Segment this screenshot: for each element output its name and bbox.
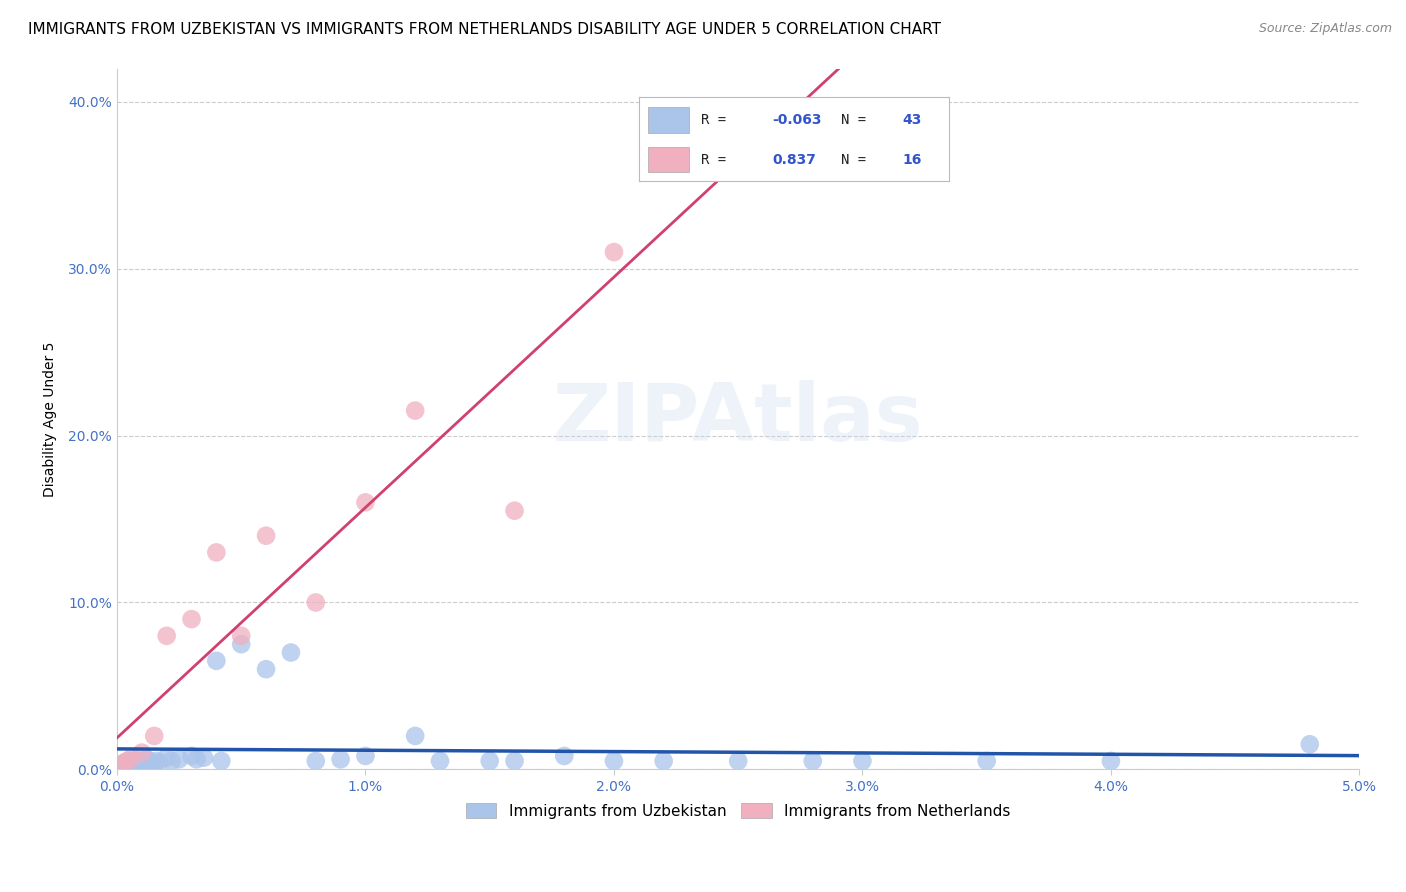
- Point: [121, 756, 143, 770]
- Point: [727, 754, 749, 768]
- Point: [478, 754, 501, 768]
- Point: [231, 637, 253, 651]
- Point: [115, 757, 138, 772]
- Point: [180, 748, 202, 763]
- Point: [976, 754, 998, 768]
- Point: [128, 756, 150, 770]
- Text: IMMIGRANTS FROM UZBEKISTAN VS IMMIGRANTS FROM NETHERLANDS DISABILITY AGE UNDER 5: IMMIGRANTS FROM UZBEKISTAN VS IMMIGRANTS…: [28, 22, 941, 37]
- Point: [143, 729, 166, 743]
- Point: [254, 662, 277, 676]
- Point: [143, 757, 166, 772]
- Point: [851, 754, 873, 768]
- Point: [254, 529, 277, 543]
- Point: [652, 754, 675, 768]
- Point: [603, 754, 626, 768]
- Point: [180, 612, 202, 626]
- Point: [553, 748, 575, 763]
- Point: [156, 750, 179, 764]
- Point: [503, 754, 526, 768]
- Point: [503, 504, 526, 518]
- Point: [404, 403, 426, 417]
- Point: [205, 654, 228, 668]
- Point: [135, 752, 157, 766]
- Point: [280, 646, 302, 660]
- Point: [112, 756, 135, 770]
- Point: [1299, 737, 1322, 751]
- Point: [193, 750, 215, 764]
- Point: [131, 746, 153, 760]
- Point: [138, 754, 160, 768]
- Point: [115, 754, 138, 768]
- Point: [603, 245, 626, 260]
- Point: [125, 757, 148, 772]
- Point: [134, 756, 156, 770]
- Point: [121, 750, 143, 764]
- Point: [354, 495, 377, 509]
- Point: [354, 748, 377, 763]
- Point: [124, 754, 146, 768]
- Point: [329, 752, 352, 766]
- Point: [131, 754, 153, 768]
- Legend: Immigrants from Uzbekistan, Immigrants from Netherlands: Immigrants from Uzbekistan, Immigrants f…: [460, 797, 1017, 825]
- Point: [186, 752, 208, 766]
- Point: [404, 729, 426, 743]
- Point: [111, 757, 134, 772]
- Y-axis label: Disability Age Under 5: Disability Age Under 5: [44, 342, 58, 497]
- Point: [118, 754, 141, 768]
- Point: [111, 757, 134, 772]
- Point: [141, 756, 163, 770]
- Point: [160, 754, 183, 768]
- Point: [305, 754, 328, 768]
- Point: [148, 756, 170, 770]
- Point: [429, 754, 451, 768]
- Point: [167, 752, 190, 766]
- Point: [205, 545, 228, 559]
- Point: [727, 128, 749, 143]
- Point: [156, 629, 179, 643]
- Point: [1099, 754, 1122, 768]
- Point: [231, 629, 253, 643]
- Point: [305, 595, 328, 609]
- Point: [801, 754, 824, 768]
- Text: ZIPAtlas: ZIPAtlas: [553, 380, 924, 458]
- Text: Source: ZipAtlas.com: Source: ZipAtlas.com: [1258, 22, 1392, 36]
- Point: [145, 754, 167, 768]
- Point: [209, 754, 232, 768]
